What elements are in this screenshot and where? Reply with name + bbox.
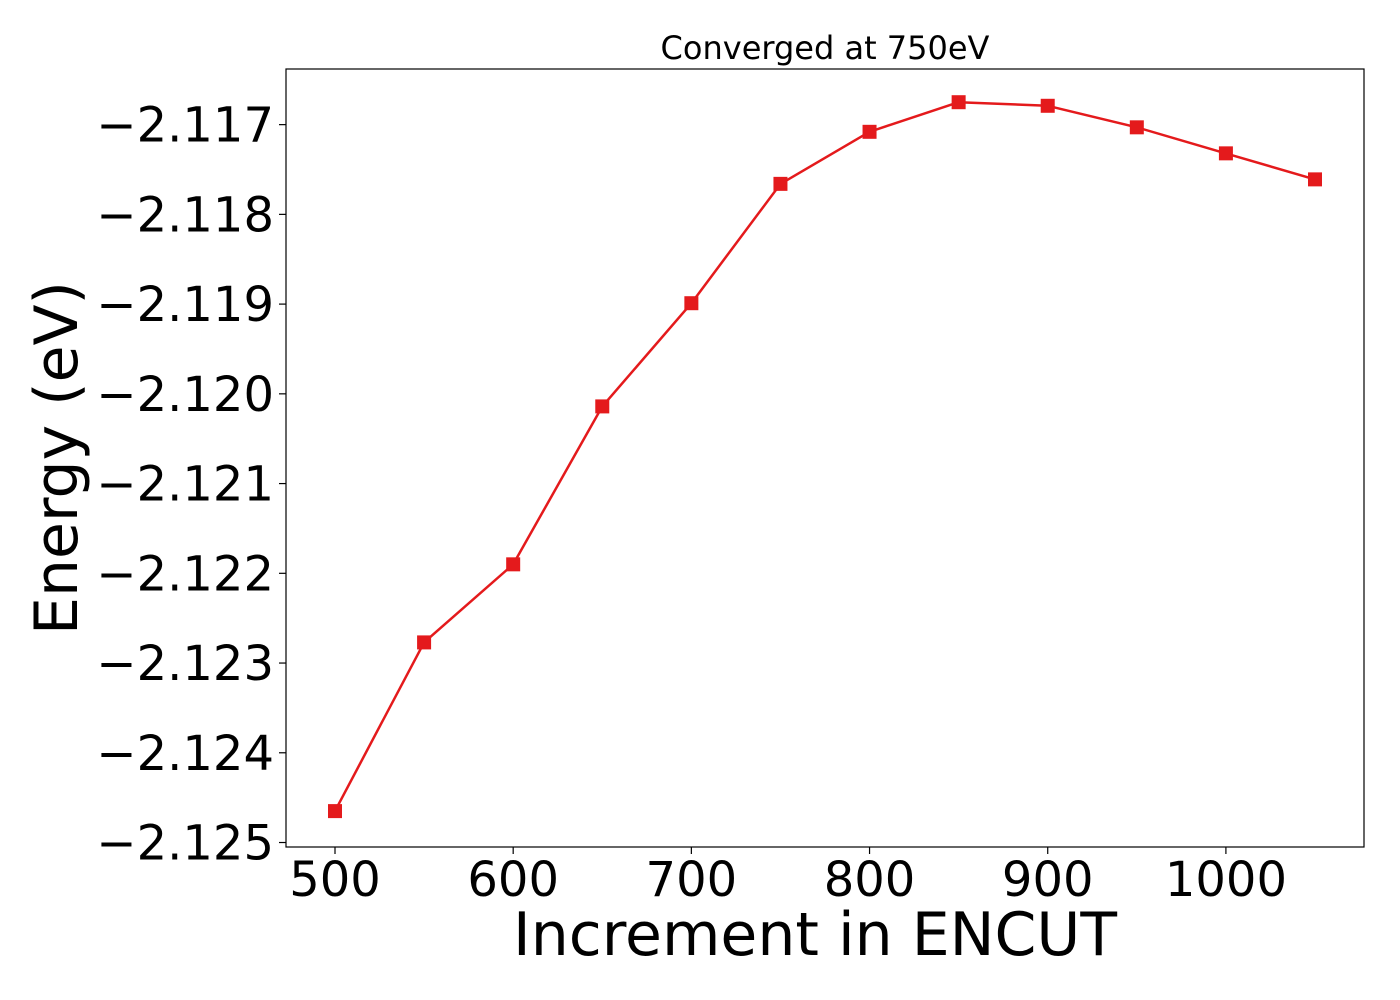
data-point	[328, 804, 342, 819]
y-axis-title: Energy (eV)	[22, 281, 92, 635]
data-point	[684, 296, 699, 311]
x-tick-label: 800	[824, 852, 916, 908]
x-tick-label: 500	[289, 852, 381, 908]
data-point	[417, 635, 432, 650]
data-point	[862, 124, 877, 139]
data-point	[1040, 98, 1055, 113]
data-point	[506, 557, 521, 572]
series-line	[333, 100, 1316, 812]
x-tick-label: 1000	[1165, 852, 1287, 908]
y-tick-label: −2.124	[96, 726, 274, 782]
x-tick-label: 600	[467, 852, 559, 908]
x-tick-label: 900	[1002, 852, 1094, 908]
data-point	[773, 176, 788, 191]
data-point	[1129, 120, 1144, 135]
plot-frame	[285, 68, 1365, 848]
y-tick-label: −2.122	[96, 546, 274, 602]
y-tick-label: −2.117	[96, 98, 274, 154]
y-tick-label: −2.118	[96, 187, 274, 243]
y-tick-label: −2.119	[96, 277, 274, 333]
data-point	[595, 399, 610, 414]
plot-area: 500 600 700 800 900 1000 −2.117 −2.118 −2.119 −2.…	[96, 68, 1365, 908]
y-tick-label: −2.125	[96, 816, 274, 872]
y-tick-label: −2.123	[96, 636, 274, 692]
x-axis-title: Increment in ENCUT	[513, 900, 1117, 970]
data-point	[951, 95, 966, 110]
y-tick-label: −2.121	[96, 457, 274, 513]
y-tick-label: −2.120	[96, 367, 274, 423]
chart-title: Converged at 750eV	[661, 29, 990, 67]
x-tick-label: 700	[646, 852, 738, 908]
data-point	[1218, 146, 1233, 161]
data-point	[1308, 172, 1322, 187]
